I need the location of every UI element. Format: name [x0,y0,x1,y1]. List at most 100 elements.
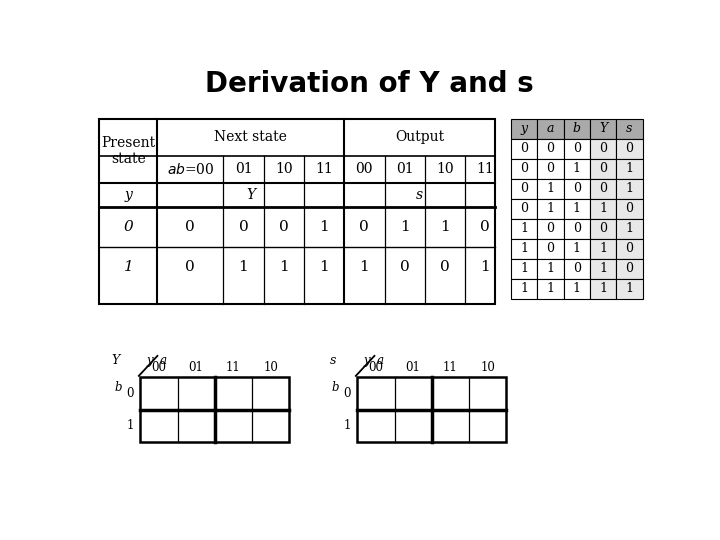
Bar [510,219,537,239]
Text: 1: 1 [520,262,528,275]
Text: 10: 10 [275,162,292,176]
Text: a: a [546,122,554,135]
Text: 11: 11 [315,162,333,176]
Text: 0: 0 [124,220,133,234]
Text: 0: 0 [127,387,134,400]
Bar [590,179,616,199]
Text: y: y [125,188,132,202]
Bar [564,239,590,259]
Bar [510,159,537,179]
Bar [510,119,537,139]
Text: 0: 0 [546,222,554,235]
Bar [564,279,590,299]
Text: 1: 1 [546,202,554,215]
Bar [510,239,537,259]
Text: 0: 0 [599,162,607,176]
Text: 1: 1 [343,420,351,433]
Text: 1: 1 [572,202,581,215]
Text: 0: 0 [520,142,528,155]
Bar [616,159,642,179]
Bar [510,139,537,159]
Bar [590,239,616,259]
Text: 0: 0 [599,142,607,155]
Text: 1: 1 [319,220,329,234]
Text: $ab$​=00: $ab$​=00 [166,161,214,177]
Text: Derivation of Y and s: Derivation of Y and s [204,70,534,98]
Bar [564,159,590,179]
Text: Y: Y [246,188,256,202]
Text: Next state: Next state [215,130,287,144]
Text: 0: 0 [480,220,490,234]
Bar [616,119,642,139]
Bar [357,377,506,442]
Text: 1: 1 [599,242,607,255]
Text: Output: Output [395,130,444,144]
Text: s: s [416,188,423,202]
Bar [616,179,642,199]
Text: 1: 1 [238,260,248,274]
Bar [564,259,590,279]
Bar [590,279,616,299]
Text: 0: 0 [238,220,248,234]
Text: 0: 0 [279,220,289,234]
Text: 0: 0 [343,387,351,400]
Bar [590,159,616,179]
Text: 0: 0 [520,202,528,215]
Text: 0: 0 [626,262,634,275]
Text: 0: 0 [546,162,554,176]
Bar [564,119,590,139]
Text: 0: 0 [572,142,581,155]
Text: 01: 01 [396,162,413,176]
Bar [537,259,564,279]
Text: 0: 0 [599,183,607,195]
Text: 1: 1 [572,162,581,176]
Text: 0: 0 [572,222,581,235]
Text: 1: 1 [599,262,607,275]
Bar [140,377,289,442]
Text: 01: 01 [406,361,420,374]
Bar [616,139,642,159]
Text: 00: 00 [151,361,166,374]
Bar [616,239,642,259]
Text: 1: 1 [279,260,289,274]
Text: 0: 0 [546,142,554,155]
Text: 1: 1 [626,222,634,235]
Bar [616,279,642,299]
Text: 0: 0 [599,222,607,235]
Text: 1: 1 [127,420,134,433]
Text: 1: 1 [572,282,581,295]
Bar [537,179,564,199]
Text: 1: 1 [599,282,607,295]
Text: 0: 0 [626,242,634,255]
Text: 1: 1 [319,260,329,274]
Text: 0: 0 [626,142,634,155]
Text: Present
state: Present state [102,136,156,166]
Bar [590,119,616,139]
Text: b: b [332,381,339,394]
Text: 10: 10 [263,361,278,374]
Text: 11: 11 [477,162,494,176]
Text: 01: 01 [235,162,252,176]
Text: 1: 1 [626,282,634,295]
Text: b: b [572,122,581,135]
Bar [537,199,564,219]
Text: 0: 0 [626,202,634,215]
Bar [590,219,616,239]
Bar [510,259,537,279]
Text: 0: 0 [186,220,195,234]
Text: y  a: y a [147,354,168,367]
Text: Y: Y [112,354,120,367]
Bar [510,199,537,219]
Text: 10: 10 [436,162,454,176]
Text: 0: 0 [520,162,528,176]
Bar [537,159,564,179]
Text: 0: 0 [572,183,581,195]
Text: s: s [329,354,336,367]
Text: 01: 01 [189,361,204,374]
Bar [537,219,564,239]
Bar [616,219,642,239]
Text: 1: 1 [572,242,581,255]
Bar [537,239,564,259]
Bar [616,259,642,279]
Text: y  a: y a [364,354,384,367]
